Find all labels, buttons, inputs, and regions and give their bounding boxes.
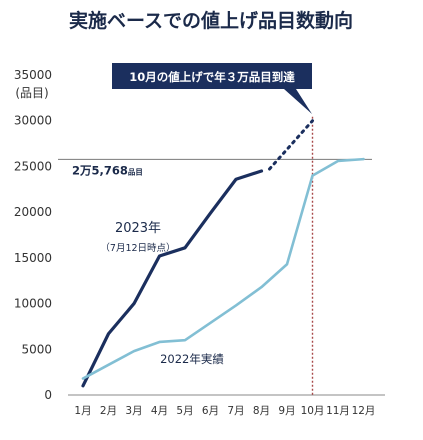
x-tick-label: 12月 — [352, 405, 376, 417]
x-tick-label: 5月 — [176, 405, 193, 417]
y-tick-label: 20000 — [14, 205, 52, 219]
y-axis-unit-label: (品目) — [15, 86, 48, 100]
series-sublabel-2023: （7月12日時点） — [100, 242, 175, 254]
projection-line — [268, 119, 314, 171]
y-tick-label: 30000 — [14, 114, 52, 128]
y-tick-label: 35000 — [14, 68, 52, 82]
x-tick-label: 11月 — [326, 405, 350, 417]
x-tick-label: 1月 — [74, 405, 91, 417]
x-tick-label: 7月 — [227, 405, 244, 417]
series-line-2022 — [81, 157, 365, 380]
series-label-2023: 2023年 — [115, 221, 161, 236]
reference-line-label: 2万5,768品目 — [72, 163, 143, 177]
callout-box — [112, 63, 312, 89]
callout-pointer — [284, 89, 312, 114]
y-tick-label: 5000 — [21, 342, 52, 356]
y-tick-label: 25000 — [14, 159, 52, 173]
y-tick-label: 0 — [44, 388, 52, 402]
series-line-2023 — [81, 169, 264, 388]
x-tick-label: 10月 — [301, 405, 325, 417]
y-tick-label: 15000 — [14, 251, 52, 265]
chart-title: 実施ベースでの値上げ品目数動向 — [69, 9, 353, 32]
x-tick-label: 9月 — [278, 405, 295, 417]
x-tick-label: 8月 — [253, 405, 270, 417]
x-tick-label: 3月 — [125, 405, 142, 417]
x-tick-label: 4月 — [151, 405, 168, 417]
plot-area: 0 5000 10000 15000 20000 25000 30000 35000 1月 2月 3… — [14, 63, 385, 417]
x-tick-label: 6月 — [202, 405, 219, 417]
callout-text: 10月の値上げで年３万品目到達 — [129, 70, 295, 84]
series-label-2022: 2022年実績 — [160, 352, 224, 366]
y-tick-label: 10000 — [14, 297, 52, 311]
x-tick-label: 2月 — [100, 405, 117, 417]
